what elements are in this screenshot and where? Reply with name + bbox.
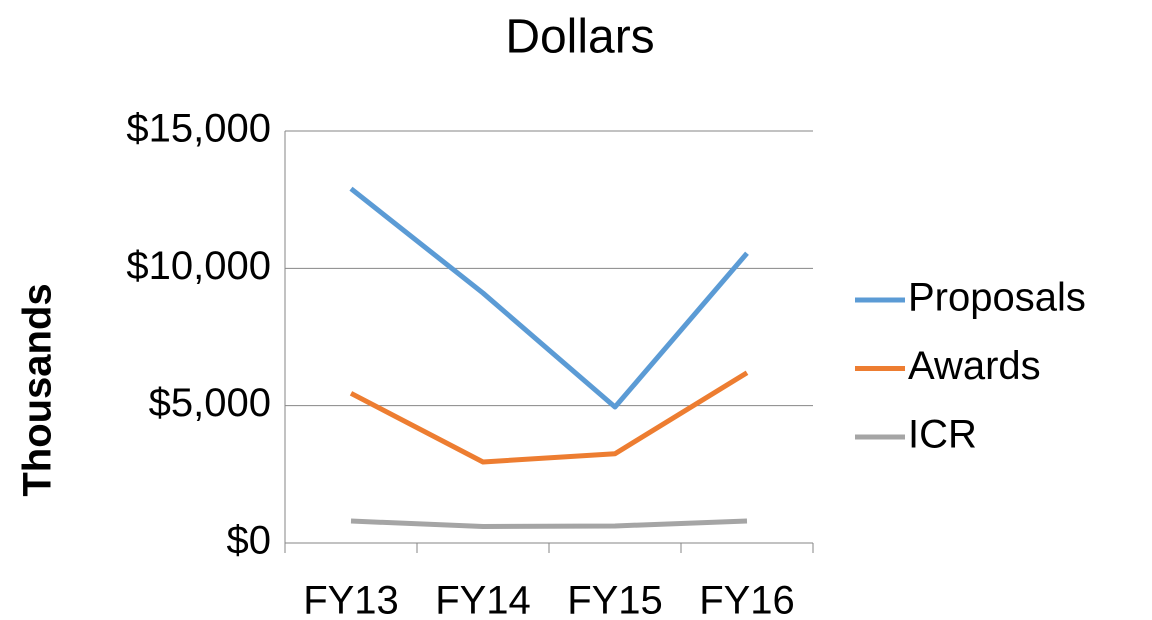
x-tick-label: FY13 <box>303 579 399 620</box>
x-tick-label: FY14 <box>435 579 531 620</box>
x-tick-label: FY16 <box>699 579 795 620</box>
legend-label: ICR <box>908 413 977 457</box>
series-line <box>350 518 748 530</box>
y-tick-label: $15,000 <box>126 107 271 151</box>
y-axis-label: Thousands <box>16 283 60 496</box>
legend-label: Proposals <box>908 276 1086 320</box>
x-tick-label: FY15 <box>567 579 663 620</box>
y-tick-label: $5,000 <box>149 381 271 425</box>
chart-title: Dollars <box>505 11 654 64</box>
y-tick-label: $10,000 <box>126 244 271 288</box>
series-line <box>349 186 749 410</box>
legend-label: Awards <box>908 344 1041 388</box>
y-tick-label: $0 <box>227 519 272 563</box>
series-line <box>349 370 749 465</box>
